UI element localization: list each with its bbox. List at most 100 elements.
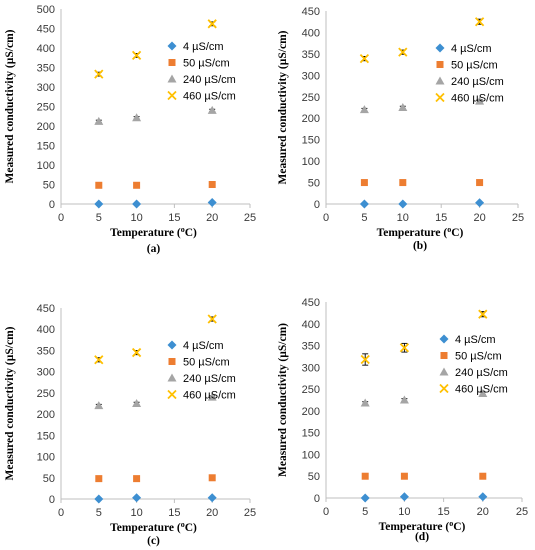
legend: 4 µS/cm 50 µS/cm 240 µS/cm 460 µS/cm (167, 340, 236, 402)
legend-marker (435, 92, 445, 103)
y-tick-label: 350 (302, 341, 320, 353)
data-point (359, 199, 369, 209)
data-point (207, 314, 217, 324)
legend-marker (439, 383, 449, 394)
data-point (132, 113, 142, 122)
data-point (478, 309, 488, 319)
data-point (360, 354, 370, 365)
data-point (359, 105, 369, 114)
y-tick-label: 200 (37, 121, 55, 133)
data-point (399, 395, 409, 404)
legend-entry: 50 µS/cm (451, 60, 498, 72)
y-tick-label: 300 (302, 70, 320, 82)
x-tick-label: 5 (362, 506, 368, 518)
y-tick-label: 250 (302, 384, 320, 396)
data-point (131, 347, 142, 358)
legend-entry: 4 µS/cm (455, 334, 496, 346)
x-tick-label: 10 (397, 212, 409, 224)
x-axis-label: Temperature (oC) (110, 520, 197, 534)
series-3 (359, 96, 485, 114)
data-point (207, 392, 217, 401)
legend-marker (435, 76, 445, 85)
data-point (359, 53, 370, 64)
legend-entry: 50 µS/cm (455, 351, 502, 363)
data-point (207, 493, 217, 503)
series-3 (360, 388, 488, 407)
legend-marker (167, 41, 177, 51)
x-tick-label: 10 (130, 212, 142, 224)
x-tick-label: 15 (168, 507, 180, 519)
y-tick-label: 150 (37, 430, 55, 442)
data-point (132, 399, 142, 407)
series-2 (95, 181, 216, 189)
x-tick-label: 20 (206, 507, 218, 519)
x-tick-label: 5 (361, 212, 367, 224)
x-tick-label: 5 (96, 507, 102, 519)
x-tick-label: 20 (477, 506, 489, 518)
y-axis-label: Measured conductivity (µS/cm) (4, 326, 16, 480)
data-point (478, 492, 488, 502)
y-tick-label: 50 (308, 178, 320, 190)
series-1 (94, 493, 217, 504)
y-tick-label: 500 (37, 4, 55, 16)
series-3 (94, 105, 217, 125)
x-axis-label: Temperature (oC) (110, 225, 197, 239)
panel-label: (a) (147, 243, 161, 255)
y-tick-label: 250 (37, 388, 55, 400)
x-tick-label: 5 (96, 212, 102, 224)
series-2 (360, 179, 484, 187)
y-tick-label: 300 (37, 82, 55, 94)
x-axis-label: Temperature (oC) (377, 225, 464, 239)
legend-entry: 460 µS/cm (183, 390, 236, 402)
data-point (398, 199, 408, 209)
legend-marker (167, 90, 177, 101)
data-point (94, 355, 104, 365)
x-tick-label: 10 (130, 507, 142, 519)
data-point (474, 17, 485, 27)
x-tick-label: 10 (398, 506, 410, 518)
series-2 (95, 474, 216, 483)
panel-label: (d) (415, 531, 429, 543)
legend: 4 µS/cm 50 µS/cm 240 µS/cm 460 µS/cm (439, 334, 508, 396)
data-point (94, 116, 104, 125)
data-point (360, 493, 370, 503)
y-tick-label: 400 (302, 27, 320, 39)
data-point (399, 492, 409, 502)
x-tick-label: 0 (58, 212, 64, 224)
y-tick-label: 0 (314, 493, 320, 505)
x-tick-label: 25 (512, 212, 524, 224)
y-tick-label: 0 (314, 199, 320, 211)
data-point (207, 105, 217, 114)
legend-entry: 4 µS/cm (183, 340, 224, 352)
y-axis-label: Measured conductivity (µS/cm) (277, 30, 289, 184)
data-point (479, 472, 487, 480)
data-point (132, 493, 142, 503)
legend-marker (167, 389, 177, 400)
legend-entry: 460 µS/cm (183, 91, 236, 103)
data-point (94, 494, 104, 504)
y-tick-label: 50 (43, 180, 55, 192)
legend-entry: 240 µS/cm (183, 373, 236, 385)
x-tick-label: 25 (516, 506, 528, 518)
y-tick-label: 100 (302, 449, 320, 461)
y-tick-label: 100 (37, 452, 55, 464)
legend-entry: 240 µS/cm (183, 74, 236, 86)
data-point (361, 472, 369, 480)
y-tick-label: 250 (37, 102, 55, 114)
legend-entry: 460 µS/cm (455, 384, 508, 396)
data-point (131, 50, 142, 61)
legend-marker (439, 334, 449, 344)
legend-entry: 50 µS/cm (183, 58, 230, 70)
legend: 4 µS/cm 50 µS/cm 240 µS/cm 460 µS/cm (167, 41, 236, 103)
y-tick-label: 350 (302, 49, 320, 61)
data-point (94, 199, 104, 209)
chart-b: 0 50 100 150 200 250 300 350 400 450 0 5 10 15 20 25 Tem… (277, 6, 524, 252)
y-tick-label: 0 (49, 199, 55, 211)
data-point (95, 475, 103, 483)
series-1 (94, 197, 217, 209)
series-4 (94, 19, 217, 79)
data-point (399, 343, 410, 353)
x-tick-label: 20 (473, 212, 485, 224)
data-point (400, 472, 408, 480)
